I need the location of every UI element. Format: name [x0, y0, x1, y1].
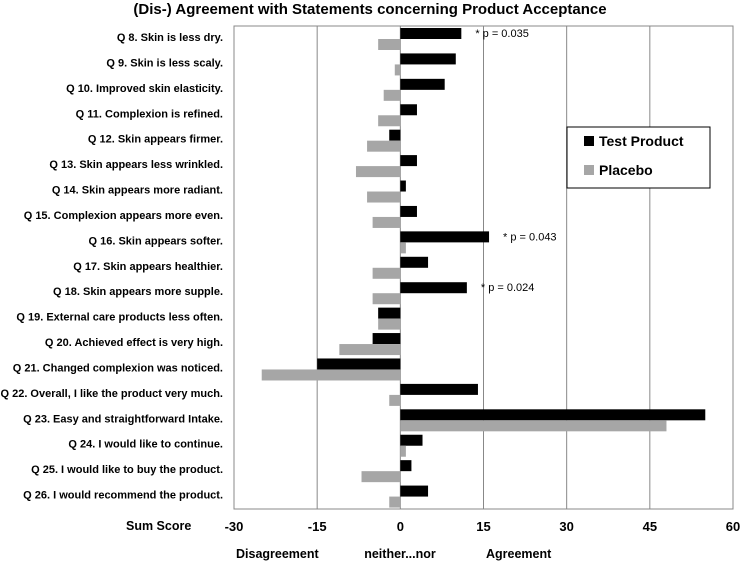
category-label: Q 12. Skin appears firmer. — [88, 134, 223, 146]
category-label: Q 21. Changed complexion was noticed. — [13, 362, 223, 374]
category-label: Q 23. Easy and straightforward Intake. — [23, 413, 223, 425]
bar-placebo — [378, 318, 401, 330]
bar-placebo — [400, 445, 406, 457]
x-tick-label: -30 — [225, 519, 244, 534]
category-label: Q 8. Skin is less dry. — [117, 32, 223, 44]
bottom-label-neither-nor: neither...nor — [364, 547, 436, 561]
x-tick-label: 45 — [643, 519, 657, 534]
category-label: Q 25. I would like to buy the product. — [31, 464, 223, 476]
bar-test-product — [378, 307, 401, 319]
category-label: Q 19. External care products less often. — [16, 312, 223, 324]
legend-box — [566, 126, 711, 189]
bar-test-product — [400, 409, 706, 421]
category-label: Q 10. Improved skin elasticity. — [66, 83, 223, 95]
bar-test-product — [400, 205, 417, 217]
bottom-label-agreement: Agreement — [486, 547, 552, 561]
x-tick-label: 15 — [476, 519, 490, 534]
bar-test-product — [400, 53, 456, 65]
category-label: Q 17. Skin appears healthier. — [73, 261, 223, 273]
category-label: Q 14. Skin appears more radiant. — [52, 185, 223, 197]
legend: Test Product Placebo — [566, 126, 711, 189]
legend-swatch-placebo — [584, 165, 594, 175]
chart-title: (Dis-) Agreement with Statements concern… — [133, 1, 606, 18]
annotation-p-value: * p = 0.043 — [503, 231, 557, 243]
bar-test-product — [400, 485, 429, 497]
bar-test-product — [400, 155, 417, 167]
annotation-p-value: * p = 0.035 — [475, 28, 529, 40]
annotations: * p = 0.035 * p = 0.043 * p = 0.024 — [475, 28, 556, 294]
bar-test-product — [400, 460, 412, 472]
bar-placebo — [389, 496, 401, 508]
legend-label-test-product: Test Product — [599, 133, 684, 149]
bar-placebo — [261, 369, 401, 381]
bar-test-product — [400, 256, 429, 268]
bar-placebo — [394, 64, 401, 76]
bar-placebo — [389, 394, 401, 406]
annotation-p-value: * p = 0.024 — [481, 282, 535, 294]
x-tick-label: 0 — [397, 519, 404, 534]
category-label: Q 9. Skin is less scaly. — [106, 57, 223, 69]
bar-test-product — [400, 282, 467, 294]
bar-test-product — [400, 104, 417, 116]
category-label: Q 16. Skin appears softer. — [88, 235, 223, 247]
plot-area-border — [233, 25, 734, 510]
bar-test-product — [400, 28, 462, 39]
bar-placebo — [367, 140, 401, 152]
legend-label-placebo: Placebo — [599, 162, 653, 178]
bar-test-product — [400, 383, 478, 395]
category-label: Q 11. Complexion is refined. — [76, 108, 223, 120]
legend-swatch-test-product — [584, 136, 594, 146]
x-axis-label: Sum Score — [126, 519, 191, 533]
bar-placebo — [372, 216, 401, 228]
bar-placebo — [400, 420, 667, 432]
bar-placebo — [378, 39, 401, 50]
bar-placebo — [367, 191, 401, 203]
category-label: Q 15. Complexion appears more even. — [24, 210, 223, 222]
bar-test-product — [400, 78, 445, 90]
bar-placebo — [372, 267, 401, 279]
bar-test-product — [317, 358, 401, 370]
bar-placebo — [372, 293, 401, 305]
category-label: Q 26. I would recommend the product. — [23, 490, 223, 502]
bar-placebo — [355, 166, 401, 178]
x-tick-label: 30 — [559, 519, 573, 534]
category-label: Q 18. Skin appears more supple. — [53, 286, 223, 298]
category-label: Q 20. Achieved effect is very high. — [45, 337, 223, 349]
category-label: Q 13. Skin appears less wrinkled. — [49, 159, 223, 171]
bar-test-product — [400, 180, 406, 192]
grid-lines — [316, 26, 651, 509]
bars — [261, 28, 706, 508]
x-tick-label: 60 — [726, 519, 740, 534]
bar-placebo — [378, 115, 401, 127]
category-label: Q 22. Overall, I like the product very m… — [0, 388, 223, 400]
bar-test-product — [400, 231, 490, 243]
bar-test-product — [372, 333, 401, 345]
bottom-label-disagreement: Disagreement — [236, 547, 320, 561]
category-labels: Q 8. Skin is less dry. Q 9. Skin is less … — [0, 32, 223, 502]
bar-placebo — [400, 242, 406, 254]
bar-test-product — [389, 129, 401, 141]
x-tick-labels: -30 -15 0 15 30 45 60 — [225, 519, 740, 534]
bar-placebo — [361, 471, 401, 483]
x-tick-label: -15 — [308, 519, 327, 534]
bar-placebo — [383, 89, 401, 101]
category-label: Q 24. I would like to continue. — [68, 439, 223, 451]
bar-placebo — [339, 344, 401, 356]
bar-test-product — [400, 434, 423, 446]
